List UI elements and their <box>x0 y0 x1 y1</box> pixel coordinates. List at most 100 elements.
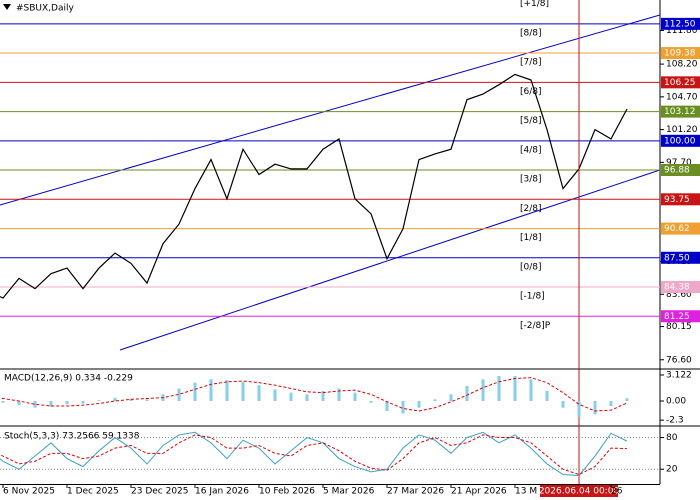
y-tick-label: 20 <box>666 465 678 475</box>
panel-title: Stoch(5,3,3) 73.2566 59.1338 <box>4 432 140 442</box>
price-box <box>661 134 700 147</box>
y-tick-label: 83.60 <box>666 290 692 300</box>
price-box <box>661 222 700 235</box>
x-tick-label: 6 Nov 2025 <box>3 487 55 497</box>
y-tick-label: 111.80 <box>666 26 698 36</box>
y-tick-label: 80.15 <box>666 322 692 332</box>
price-box <box>661 47 700 60</box>
panel-title: MACD(12,26,9) 0.334 -0.229 <box>4 374 133 384</box>
x-tick-label: 27 Mar 2026 <box>387 487 444 497</box>
histogram-bar <box>529 379 533 401</box>
murray-label: [6/8] <box>520 87 542 97</box>
histogram-bar <box>97 400 101 401</box>
price-box <box>661 17 700 30</box>
x-tick-label: 13 M <box>515 487 537 497</box>
histogram-bar <box>513 376 517 401</box>
y-tick-label: 76.60 <box>666 355 692 365</box>
price-box-label: 106.25 <box>664 78 696 88</box>
histogram-bar <box>577 401 581 417</box>
menu-icon[interactable] <box>3 4 11 10</box>
price-box-label: 103.12 <box>664 107 696 117</box>
histogram-bar <box>561 401 565 408</box>
x-tick-label: 21 Apr 2026 <box>451 487 507 497</box>
channel-line <box>119 169 660 351</box>
channel <box>0 14 660 351</box>
histogram-bar <box>225 380 229 401</box>
histogram-bar <box>241 381 245 401</box>
x-tick-label: 16 Jan 2026 <box>195 487 249 497</box>
main-line <box>0 431 628 477</box>
histogram-bar <box>33 401 37 408</box>
histogram-bar <box>49 401 53 407</box>
murray-label: [8/8] <box>520 28 542 38</box>
price-line <box>0 73 628 299</box>
murray-label: [1/8] <box>520 233 542 243</box>
signal-line <box>0 377 628 412</box>
crosshair-box <box>540 485 618 497</box>
price-box-label: 81.25 <box>664 312 690 322</box>
price-box <box>661 310 700 323</box>
price-box-label: 112.50 <box>664 19 696 29</box>
histogram-bar <box>1 401 5 403</box>
histogram-bar <box>209 379 213 401</box>
histogram-bar <box>65 401 69 405</box>
price-box <box>661 251 700 264</box>
murray-label: [-1/8] <box>520 291 545 301</box>
histogram-bar <box>273 389 277 401</box>
x-tick-label: 1 Dec 2025 <box>67 487 119 497</box>
histogram-bar <box>385 401 389 411</box>
histogram-bar <box>465 386 469 401</box>
histogram-bar <box>353 392 357 401</box>
murray-label: [4/8] <box>520 145 542 155</box>
panel <box>0 431 660 477</box>
histogram-bar <box>609 401 613 406</box>
panel <box>0 376 629 417</box>
x-tick-label: 26 <box>611 487 623 497</box>
y-tick-label: 97.70 <box>666 158 692 168</box>
histogram-bar <box>545 391 549 401</box>
price-box <box>661 76 700 89</box>
x-tick-label: 5 Mar 2026 <box>323 487 375 497</box>
histogram-bar <box>497 376 501 401</box>
x-tick-label: 10 Feb 2026 <box>259 487 315 497</box>
y-tick-label: 108.20 <box>666 60 698 70</box>
histogram-bar <box>625 398 629 401</box>
histogram-bar <box>481 379 485 401</box>
channel-line <box>0 14 660 206</box>
histogram-bar <box>177 388 181 401</box>
murray-label: [-2/8]P <box>520 321 551 331</box>
price-box-label: 109.38 <box>664 49 696 59</box>
murray-label: [5/8] <box>520 116 542 126</box>
histogram-bar <box>289 392 293 401</box>
y-tick-label: 104.70 <box>666 92 698 102</box>
histogram-bar <box>593 401 597 415</box>
murray-label: [0/8] <box>520 262 542 272</box>
murray-label: [2/8] <box>520 204 542 214</box>
murray-label: [7/8] <box>520 58 542 68</box>
price-box <box>661 280 700 293</box>
chart-title: #SBUX,Daily <box>16 4 74 14</box>
y-tick-label: 80 <box>666 433 678 443</box>
histogram-bar <box>401 401 405 414</box>
price-box-label: 100.00 <box>664 136 696 146</box>
y-tick-label: 3.122 <box>666 370 692 380</box>
y-tick-label: 0.00 <box>666 397 686 407</box>
histogram-bar <box>449 394 453 401</box>
price-box-label: 90.62 <box>664 224 690 234</box>
price-box <box>661 193 700 206</box>
histogram-bar <box>257 385 261 401</box>
histogram-bar <box>369 401 373 403</box>
x-tick-label: 23 Dec 2025 <box>131 487 189 497</box>
price-box-label: 87.50 <box>664 253 690 263</box>
panel: [+1/8] [8/8] [7/8] [6/8] [5/8] [4/8] [3/8] [2/8… <box>0 0 660 331</box>
y-tick-label: -2.3 <box>666 416 684 426</box>
price-box-label: 93.75 <box>664 195 690 205</box>
crosshair-label: 2026.06.04 00:00 <box>539 487 620 497</box>
histogram-bar <box>321 391 325 401</box>
price-box-label: 96.88 <box>664 166 690 176</box>
murray-label: [+1/8] <box>520 0 549 9</box>
